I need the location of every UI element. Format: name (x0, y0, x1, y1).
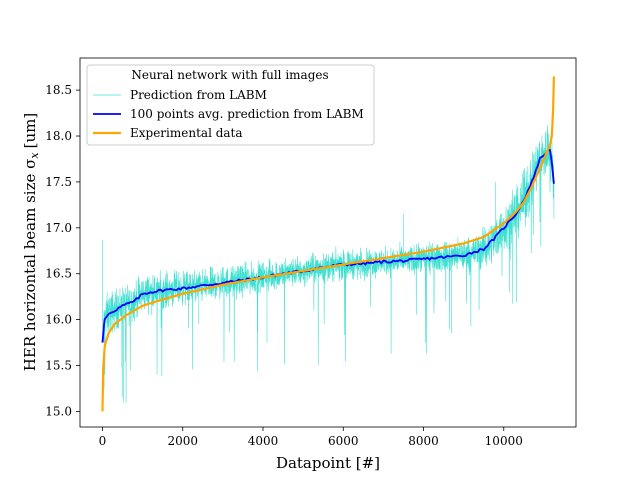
legend-entry-experimental: Experimental data (130, 126, 243, 140)
x-axis-label: Datapoint [#] (276, 454, 380, 472)
y-axis-ticks: 15.0 15.5 16.0 16.5 17.0 17.5 18.0 18.5 (45, 83, 80, 418)
y-tick-label: 15.5 (45, 359, 72, 373)
legend-box (86, 64, 375, 146)
y-tick-label: 18.0 (45, 129, 72, 143)
y-tick-label: 16.0 (45, 313, 72, 327)
x-tick-label: 0 (99, 434, 107, 448)
x-tick-label: 4000 (248, 434, 279, 448)
experimental-data-line (101, 76, 556, 412)
y-axis-label: HER horizontal beam size σx[um] (21, 113, 41, 371)
y-tick-label: 17.0 (45, 221, 72, 235)
x-tick-label: 8000 (408, 434, 439, 448)
plot-frame (79, 57, 577, 428)
legend-title: Neural network with full images (131, 68, 328, 82)
x-tick-label: 6000 (328, 434, 359, 448)
y-tick-label: 15.0 (45, 404, 72, 418)
y-tick-label: 17.5 (45, 175, 72, 189)
x-tick-label: 2000 (167, 434, 198, 448)
legend-entry-prediction: Prediction from LABM (130, 88, 267, 102)
legend-entry-average: 100 points avg. prediction from LABM (130, 107, 364, 121)
x-tick-label: 10000 (485, 434, 523, 448)
x-axis-ticks: 0 2000 4000 6000 8000 10000 (99, 427, 523, 448)
series-lines (101, 76, 556, 412)
legend: Neural network with full images Predicti… (86, 64, 375, 146)
y-tick-label: 16.5 (45, 267, 72, 281)
y-tick-label: 18.5 (45, 83, 72, 97)
